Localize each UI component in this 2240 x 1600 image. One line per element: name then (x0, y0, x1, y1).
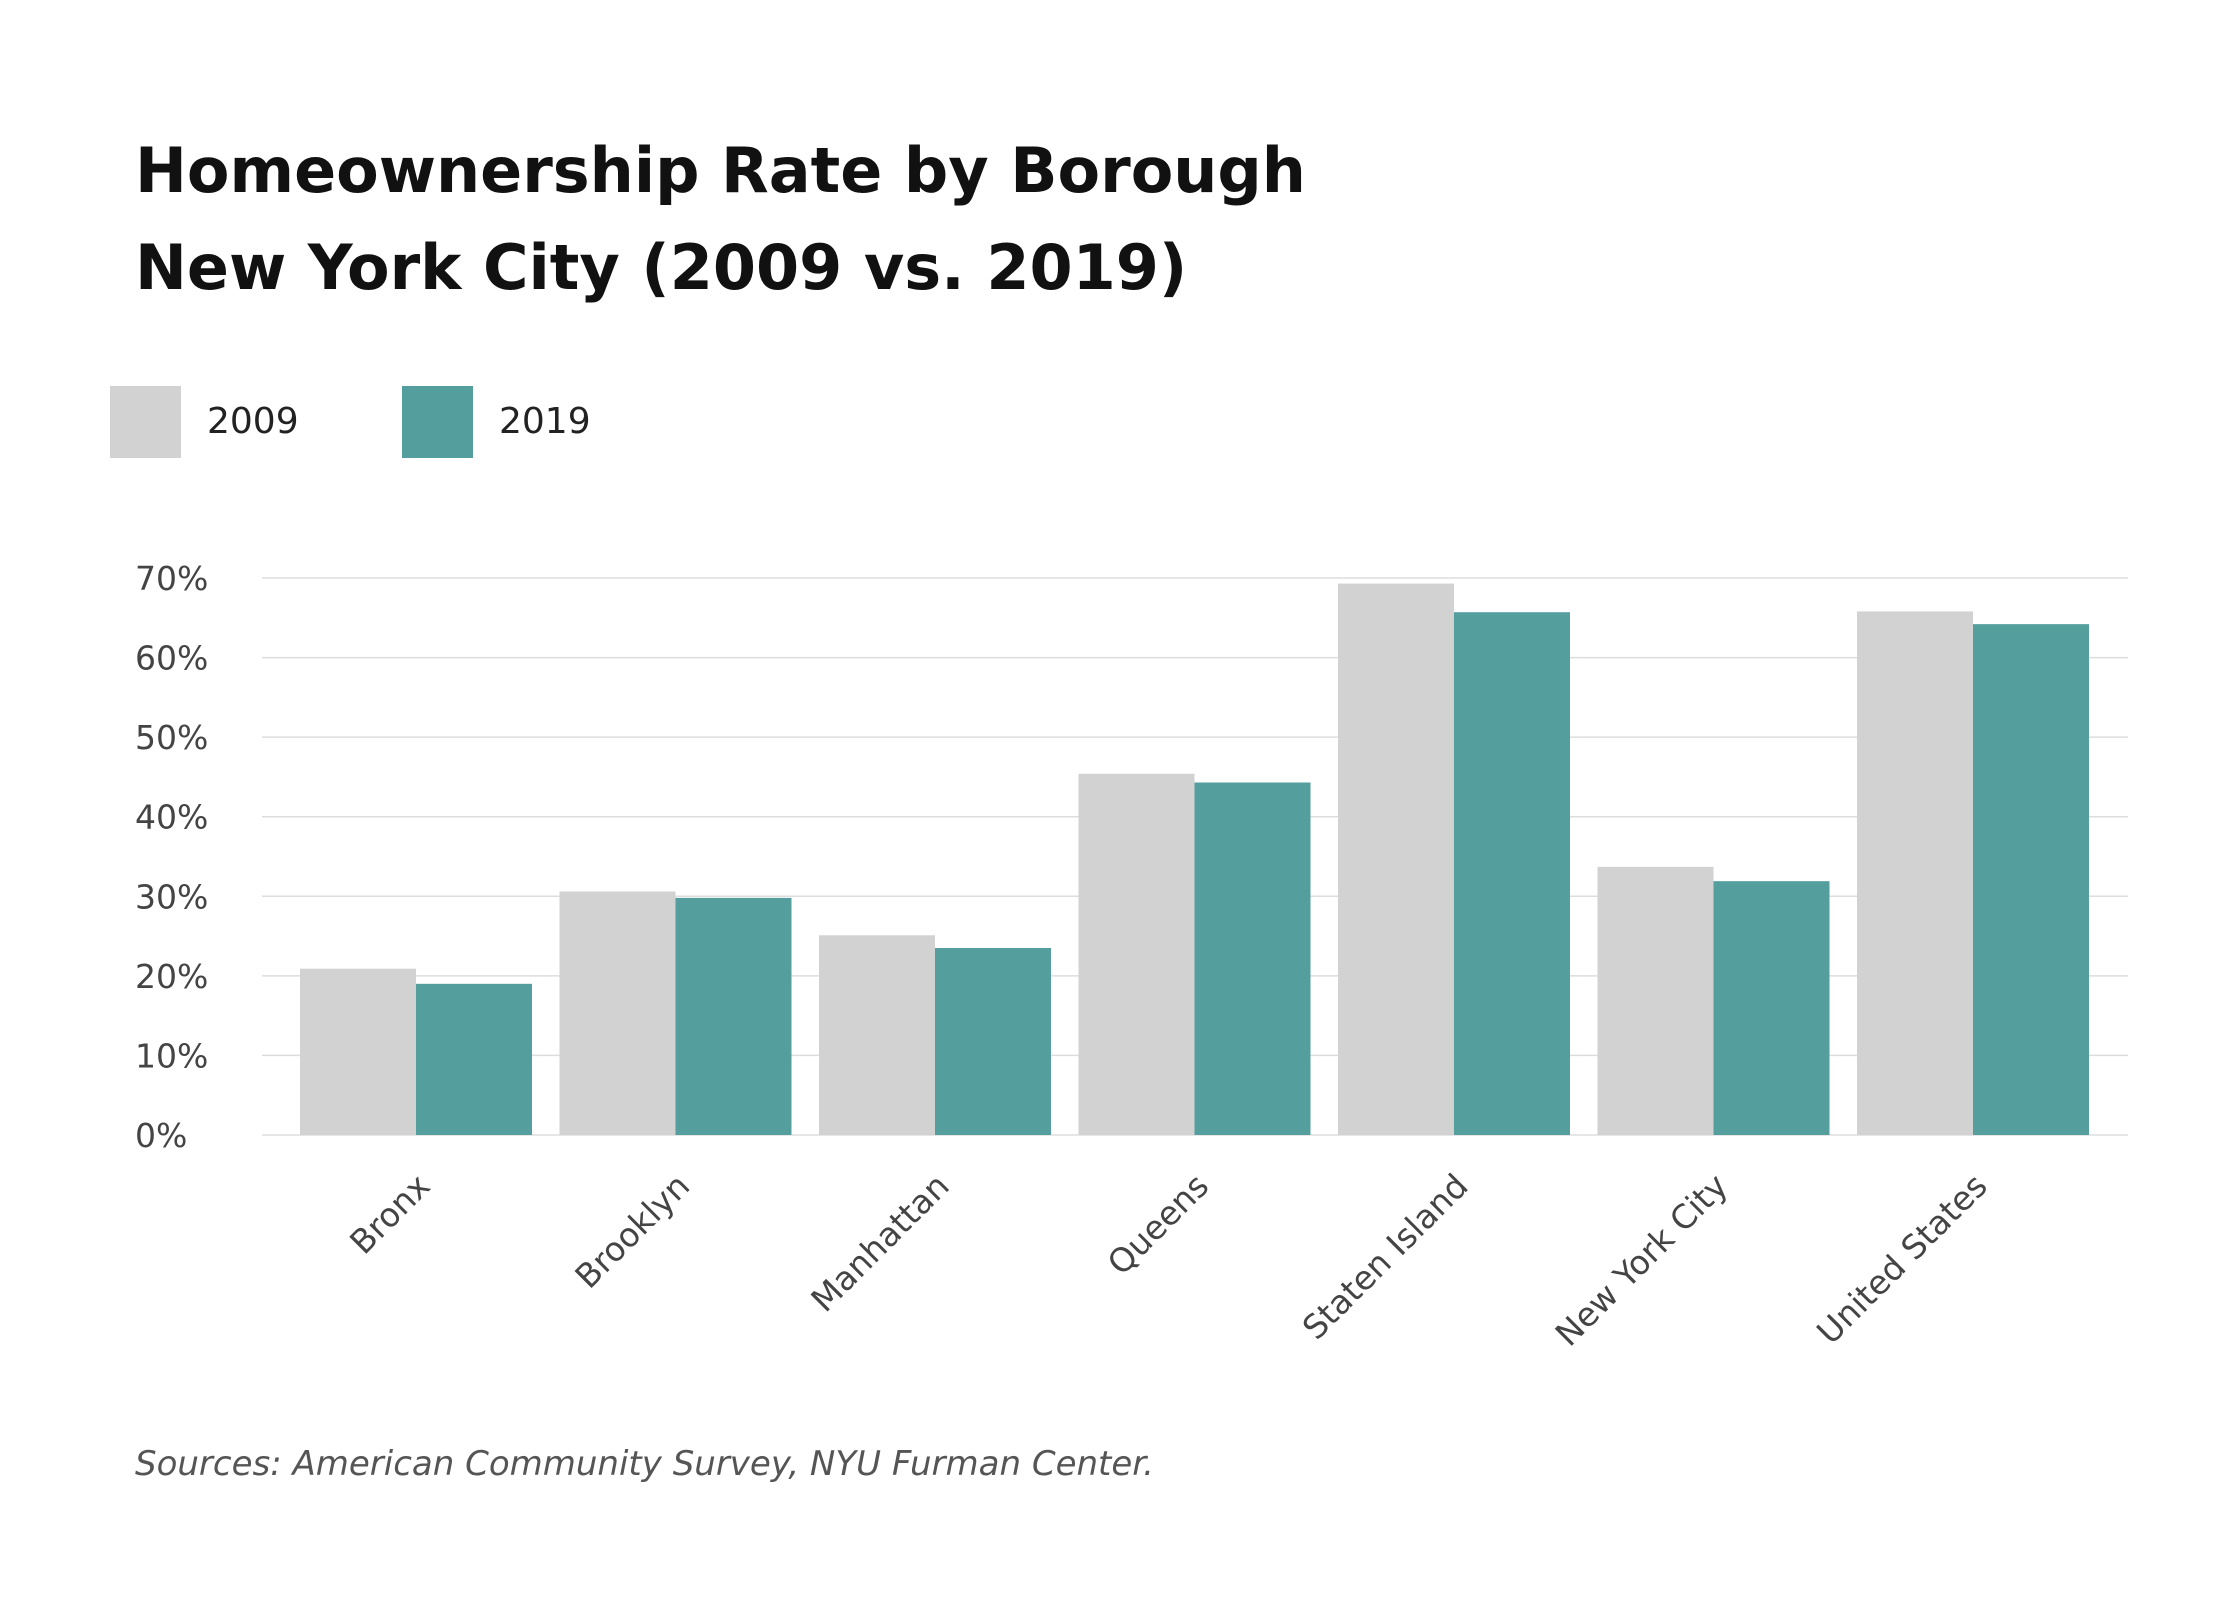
bar-2019-united-states (1973, 624, 2089, 1135)
bar-2009-new-york-city (1597, 866, 1714, 1135)
bar-2019-new-york-city (1713, 881, 1830, 1135)
y-tick-label: 10% (135, 1036, 208, 1075)
bar-2019-queens (1194, 782, 1311, 1135)
y-tick-label: 50% (135, 718, 208, 757)
bar-2019-bronx (416, 983, 532, 1135)
bar-2019-manhattan (935, 948, 1051, 1135)
y-tick-label: 70% (135, 559, 208, 598)
x-tick-label: Manhattan (803, 1166, 956, 1319)
y-tick-label: 30% (135, 877, 208, 916)
x-tick-label: Brooklyn (567, 1166, 697, 1296)
x-tick-label: United States (1809, 1166, 1995, 1352)
legend-label-2009: 2009 (207, 401, 299, 442)
x-tick-label: Bronx (342, 1166, 438, 1262)
bar-2009-queens (1078, 773, 1195, 1135)
legend-label-2019: 2019 (499, 401, 591, 442)
x-tick-label: New York City (1548, 1166, 1736, 1354)
x-tick-label: Staten Island (1295, 1166, 1476, 1347)
y-tick-label: 40% (135, 798, 208, 837)
bar-2009-staten-island (1338, 583, 1454, 1135)
bar-2019-staten-island (1454, 612, 1570, 1135)
y-tick-label: 60% (135, 639, 208, 678)
legend-swatch-2019 (402, 386, 473, 458)
bar-2009-united-states (1857, 611, 1973, 1135)
chart-title: Homeownership Rate by Borough New York C… (135, 122, 1306, 316)
bar-2009-bronx (300, 968, 416, 1135)
legend-swatch-2009 (110, 386, 181, 458)
x-tick-label: Queens (1100, 1166, 1216, 1282)
y-tick-label: 20% (135, 957, 208, 996)
chart-subtitle-line: New York City (2009 vs. 2019) (135, 231, 1188, 304)
y-tick-label: 0% (135, 1116, 187, 1155)
bar-2009-brooklyn (559, 891, 676, 1135)
chart-title-line: Homeownership Rate by Borough (135, 134, 1306, 207)
bar-2009-manhattan (819, 935, 935, 1135)
source-note: Sources: American Community Survey, NYU … (135, 1444, 1154, 1484)
bar-2019-brooklyn (675, 897, 792, 1135)
